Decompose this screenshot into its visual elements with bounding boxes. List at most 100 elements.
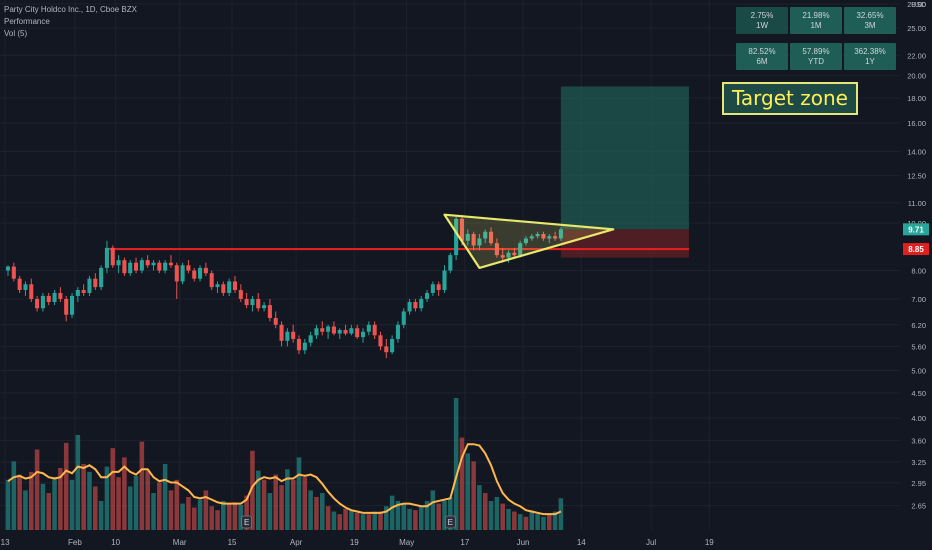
volume-bar bbox=[308, 490, 313, 530]
candle-body bbox=[40, 295, 45, 309]
earnings-marker-label: E bbox=[448, 518, 453, 527]
volume-bar bbox=[104, 466, 110, 530]
volume-bar bbox=[11, 461, 17, 530]
stop-zone bbox=[560, 229, 689, 258]
perf-6m: 82.52% 6M bbox=[736, 43, 788, 70]
candle-body bbox=[477, 238, 482, 246]
candle-body bbox=[529, 236, 534, 239]
volume-bar bbox=[244, 495, 249, 530]
candle-body bbox=[384, 346, 389, 353]
volume-bar bbox=[331, 511, 337, 530]
volume-bar bbox=[302, 477, 308, 530]
volume-bar bbox=[168, 490, 174, 530]
candle-body bbox=[291, 331, 296, 339]
candle-body bbox=[506, 252, 511, 258]
price-tick-label: 2.65 bbox=[911, 502, 926, 511]
time-axis[interactable]: 13 Feb 10 Mar 15 Apr 19 May 17 Jun 14 Jul 19 bbox=[1, 538, 715, 547]
candle-body bbox=[390, 338, 395, 353]
candle-body bbox=[87, 278, 92, 293]
price-tick-label: 5.00 bbox=[911, 367, 926, 376]
candle-body bbox=[349, 328, 354, 334]
volume-bar bbox=[384, 506, 389, 530]
candle-body bbox=[343, 329, 348, 334]
volume-bar bbox=[250, 450, 255, 530]
candle-body bbox=[163, 262, 168, 271]
candle-body bbox=[93, 278, 98, 288]
volume-bar bbox=[145, 470, 150, 530]
perf-value: 57.89% bbox=[802, 46, 830, 56]
candle-body bbox=[29, 284, 34, 299]
volume-bar bbox=[500, 503, 505, 530]
price-tick-label: 4.50 bbox=[911, 389, 926, 398]
volume-bar bbox=[273, 474, 278, 530]
volume-bar bbox=[523, 516, 529, 530]
perf-3m: 32.65% 3M bbox=[844, 7, 896, 34]
candle-body bbox=[215, 284, 220, 288]
volume-bar bbox=[52, 477, 57, 530]
volume-bar bbox=[75, 434, 81, 530]
price-tick-label: 11.00 bbox=[908, 199, 926, 208]
candle-body bbox=[512, 252, 517, 256]
time-tick-label: Feb bbox=[68, 538, 82, 547]
price-tick-label: 7.00 bbox=[911, 295, 926, 304]
candle-body bbox=[46, 295, 51, 303]
time-tick-label: May bbox=[399, 538, 414, 547]
volume-bar bbox=[465, 453, 471, 530]
candle-body bbox=[360, 331, 366, 338]
symbol-title[interactable]: Party City Holdco Inc., 1D, Cboe BZX bbox=[4, 5, 137, 14]
time-tick-label: 10 bbox=[111, 538, 120, 547]
volume-bar bbox=[325, 506, 331, 530]
indicator-volume[interactable]: Vol (5) bbox=[4, 29, 28, 38]
candle-body bbox=[494, 243, 499, 256]
perf-value: 82.52% bbox=[748, 46, 776, 56]
volume-bar bbox=[448, 497, 453, 530]
candle-body bbox=[64, 298, 69, 315]
volume-bar bbox=[389, 495, 395, 530]
currency-label: USD bbox=[911, 2, 926, 9]
price-label-box bbox=[903, 243, 929, 256]
perf-period: YTD bbox=[808, 56, 824, 66]
perf-1m: 21.98% 1M bbox=[790, 7, 842, 34]
indicator-performance[interactable]: Performance bbox=[4, 17, 50, 26]
candle-body bbox=[227, 281, 232, 293]
candle-body bbox=[116, 260, 121, 266]
candle-body bbox=[145, 260, 150, 266]
candle-body bbox=[483, 231, 488, 239]
candle-body bbox=[407, 302, 412, 312]
volume-bar bbox=[453, 398, 459, 530]
candle-body bbox=[285, 331, 290, 341]
price-tick-label: 2.95 bbox=[911, 479, 926, 488]
volume-bar bbox=[418, 506, 424, 530]
price-tick-label: 22.00 bbox=[907, 51, 926, 60]
candle-body bbox=[337, 329, 342, 334]
volume-bar bbox=[174, 479, 180, 530]
price-tick-label: 16.00 bbox=[907, 119, 926, 128]
volume-bar bbox=[529, 511, 535, 530]
volume-bar bbox=[430, 490, 436, 530]
candle-body bbox=[267, 305, 272, 319]
volume-bar bbox=[151, 493, 156, 530]
volume-bar bbox=[477, 485, 482, 530]
volume-bar bbox=[407, 508, 412, 530]
performance-widget: 2.75% 1W 21.98% 1M 32.65% 3M 82.52% 6M 57.89… bbox=[736, 7, 900, 70]
volume-bar bbox=[58, 467, 63, 530]
volume-bar bbox=[40, 483, 46, 530]
candle-body bbox=[500, 255, 505, 258]
candle-body bbox=[425, 292, 430, 299]
volume-bar bbox=[546, 514, 552, 530]
candle-body bbox=[541, 233, 546, 239]
perf-value: 21.98% bbox=[802, 10, 830, 20]
volume-bar bbox=[127, 486, 133, 530]
price-tick-label: 20.00 bbox=[907, 72, 926, 81]
price-tick-label: 3.25 bbox=[911, 458, 926, 467]
volume-ma-line bbox=[7, 443, 562, 516]
candle-body bbox=[535, 233, 540, 237]
volume-bar bbox=[378, 511, 383, 530]
candle-body bbox=[221, 284, 226, 293]
candle-body bbox=[523, 238, 529, 244]
candles bbox=[5, 214, 563, 359]
perf-period: 1M bbox=[810, 20, 822, 30]
volume-bar bbox=[512, 511, 517, 530]
